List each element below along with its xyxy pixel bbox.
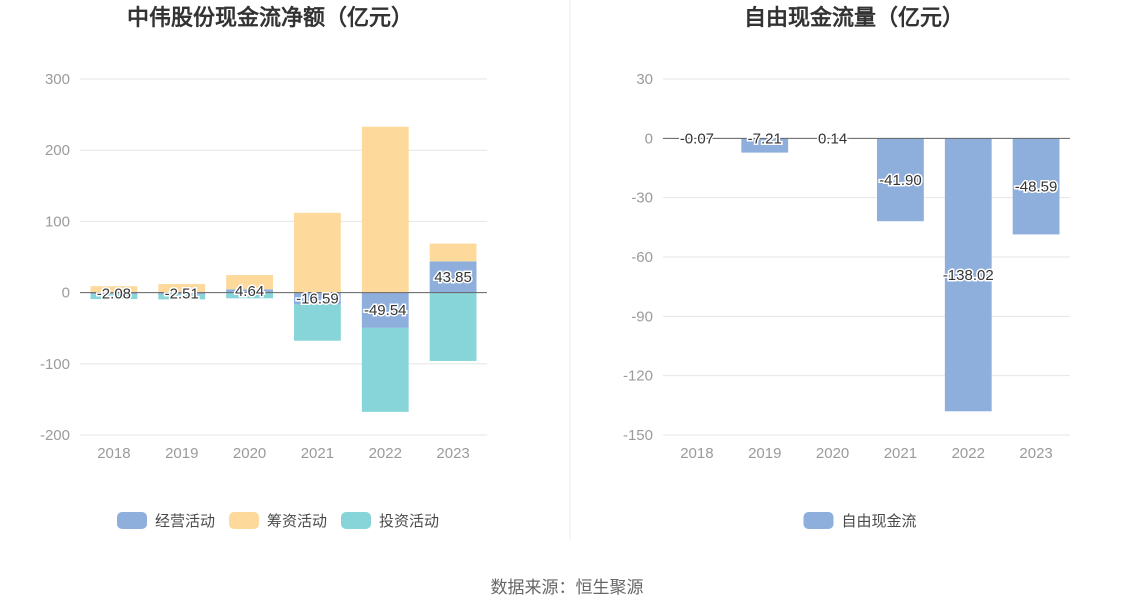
data-label: -7.21 <box>748 130 782 147</box>
right-plot-area: 30 0 -30 -60 -90 -120 -150 2018 2019 2020 2021 2022… <box>623 71 1070 462</box>
bar-operating-2023 <box>429 261 477 293</box>
y-tick-label: -30 <box>631 190 653 207</box>
data-label: -41.90 <box>879 172 922 189</box>
left-plot-area: 300 200 100 0 -100 -200 2018 2019 2020 2021 2022 20… <box>40 71 487 462</box>
x-tick-label: 2020 <box>816 445 849 462</box>
data-label: -138.02 <box>943 267 994 284</box>
legend-label-investing: 投资活动 <box>379 513 439 530</box>
x-tick-label: 2019 <box>165 445 198 462</box>
bar-financing-2020 <box>226 275 273 290</box>
data-label: -16.59 <box>296 291 339 308</box>
bar-fcf-2023 <box>1012 138 1060 235</box>
data-label: 0.14 <box>818 130 847 147</box>
left-legend: 经营活动 筹资活动 投资活动 <box>117 512 439 530</box>
bar-investing-2019 <box>158 294 206 300</box>
legend-swatch-operating <box>117 512 147 529</box>
y-tick-label: 100 <box>45 213 70 230</box>
y-tick-label: 0 <box>645 130 653 147</box>
y-tick-label: 0 <box>62 285 70 302</box>
bar-fcf-2021 <box>877 138 924 222</box>
bar-fcf-2022 <box>944 138 992 412</box>
x-tick-label: 2019 <box>748 445 781 462</box>
y-tick-label: -200 <box>40 427 70 444</box>
legend-swatch-financing <box>229 512 259 529</box>
y-tick-label: -150 <box>623 427 653 444</box>
x-tick-label: 2023 <box>436 445 469 462</box>
y-tick-label: 200 <box>45 142 70 159</box>
bar-investing-2023 <box>429 292 477 361</box>
bar-investing-2020 <box>226 292 273 299</box>
bar-operating-2019 <box>158 292 206 295</box>
data-label: 43.85 <box>434 269 472 286</box>
data-label: -48.59 <box>1015 178 1058 195</box>
x-tick-label: 2021 <box>884 445 917 462</box>
right-chart-title: 自由现金流量（亿元） <box>744 5 964 30</box>
data-label: 4.64 <box>235 283 264 300</box>
y-tick-label: -120 <box>623 368 653 385</box>
source-note: 数据来源：恒生聚源 <box>491 578 644 597</box>
legend-swatch-investing <box>341 512 371 529</box>
y-tick-label: 30 <box>636 71 653 88</box>
y-tick-label: -60 <box>631 249 653 266</box>
bar-financing-2018 <box>90 286 138 293</box>
y-tick-label: 300 <box>45 71 70 88</box>
x-tick-label: 2022 <box>369 445 402 462</box>
data-label: -0.07 <box>680 130 714 147</box>
bar-operating-2022 <box>361 292 409 328</box>
data-label: -49.54 <box>364 302 407 319</box>
x-tick-label: 2018 <box>97 445 130 462</box>
bar-fcf-2019 <box>741 138 789 153</box>
x-tick-label: 2018 <box>680 445 713 462</box>
right-legend: 自由现金流 <box>803 512 917 530</box>
bar-investing-2021 <box>294 304 341 341</box>
legend-label-financing: 筹资活动 <box>267 513 327 530</box>
bar-operating-2021 <box>294 292 341 305</box>
y-tick-label: -100 <box>40 356 70 373</box>
x-tick-label: 2020 <box>233 445 266 462</box>
left-chart-title: 中伟股份现金流净额（亿元） <box>127 5 413 30</box>
x-tick-label: 2021 <box>301 445 334 462</box>
x-tick-label: 2023 <box>1019 445 1052 462</box>
bar-investing-2022 <box>361 327 409 412</box>
bar-investing-2018 <box>90 294 138 300</box>
x-tick-label: 2022 <box>952 445 985 462</box>
bar-financing-2021 <box>294 212 341 293</box>
legend-label-operating: 经营活动 <box>155 513 215 530</box>
data-label: -2.51 <box>165 285 199 302</box>
y-tick-label: -90 <box>631 308 653 325</box>
legend-swatch-fcf <box>803 512 834 529</box>
data-label: -2.08 <box>97 285 131 302</box>
bar-operating-2020 <box>226 289 273 293</box>
bar-financing-2023 <box>429 243 477 262</box>
bar-financing-2022 <box>361 126 409 293</box>
bar-operating-2018 <box>90 292 138 295</box>
bar-financing-2019 <box>158 284 206 293</box>
legend-label-fcf: 自由现金流 <box>842 513 917 530</box>
